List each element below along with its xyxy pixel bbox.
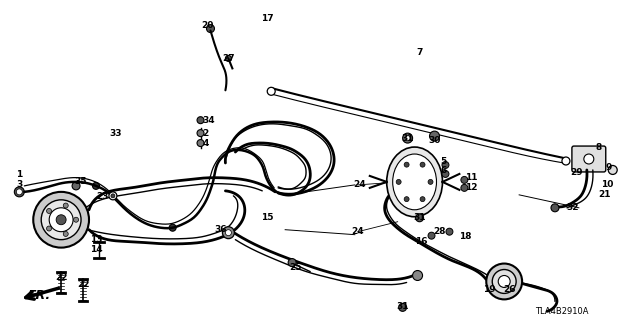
Ellipse shape <box>492 269 516 293</box>
Ellipse shape <box>551 204 559 212</box>
Text: 21: 21 <box>598 190 611 199</box>
Text: 25: 25 <box>289 263 301 272</box>
Ellipse shape <box>72 182 80 190</box>
Ellipse shape <box>608 165 617 174</box>
Ellipse shape <box>486 264 522 300</box>
Ellipse shape <box>197 117 204 124</box>
Ellipse shape <box>49 208 73 232</box>
Ellipse shape <box>268 87 275 95</box>
Text: 33: 33 <box>109 129 122 138</box>
Text: 12: 12 <box>465 183 477 192</box>
Ellipse shape <box>420 197 425 202</box>
Text: 36: 36 <box>214 225 227 234</box>
Text: 10: 10 <box>600 180 613 189</box>
Text: 3: 3 <box>16 180 22 189</box>
Text: 35: 35 <box>75 177 87 187</box>
Text: 26: 26 <box>503 285 515 294</box>
Text: 23: 23 <box>97 192 109 201</box>
Ellipse shape <box>223 227 234 239</box>
Ellipse shape <box>225 230 232 236</box>
Ellipse shape <box>404 197 409 202</box>
Ellipse shape <box>403 133 413 143</box>
Ellipse shape <box>41 200 81 240</box>
Ellipse shape <box>420 162 425 167</box>
Ellipse shape <box>225 55 232 61</box>
Ellipse shape <box>393 154 436 210</box>
Ellipse shape <box>33 192 89 248</box>
Text: 13: 13 <box>90 235 102 244</box>
Text: TLA4B2910A: TLA4B2910A <box>535 307 589 316</box>
Text: 22: 22 <box>77 280 90 289</box>
Text: 6: 6 <box>440 166 447 175</box>
Text: 5: 5 <box>440 157 447 166</box>
Text: 31: 31 <box>401 133 414 143</box>
Ellipse shape <box>197 130 204 137</box>
Text: 31: 31 <box>413 213 426 222</box>
Ellipse shape <box>428 232 435 239</box>
Text: 7: 7 <box>417 48 423 57</box>
Text: 19: 19 <box>483 285 495 294</box>
Ellipse shape <box>288 259 296 267</box>
Ellipse shape <box>396 180 401 184</box>
Ellipse shape <box>63 231 68 236</box>
Ellipse shape <box>207 25 214 33</box>
Text: 28: 28 <box>433 227 445 236</box>
Text: 9: 9 <box>605 164 612 172</box>
Ellipse shape <box>498 276 510 287</box>
Text: 1: 1 <box>16 171 22 180</box>
Text: 22: 22 <box>55 273 67 282</box>
Text: 2: 2 <box>202 129 209 138</box>
Text: 11: 11 <box>465 173 477 182</box>
Ellipse shape <box>387 147 442 217</box>
Ellipse shape <box>404 162 409 167</box>
Ellipse shape <box>442 171 449 177</box>
Ellipse shape <box>428 180 433 184</box>
Ellipse shape <box>442 162 449 168</box>
Ellipse shape <box>584 154 594 164</box>
Text: 29: 29 <box>571 168 583 178</box>
Ellipse shape <box>111 194 115 198</box>
Text: 30: 30 <box>428 136 441 145</box>
Text: FR.: FR. <box>28 289 51 302</box>
Ellipse shape <box>446 228 453 235</box>
Ellipse shape <box>63 203 68 208</box>
Ellipse shape <box>461 176 468 183</box>
Text: 20: 20 <box>202 21 214 30</box>
Text: 18: 18 <box>459 232 472 241</box>
Text: 8: 8 <box>596 142 602 152</box>
Ellipse shape <box>405 136 410 140</box>
Ellipse shape <box>74 217 79 222</box>
Ellipse shape <box>197 140 204 147</box>
Ellipse shape <box>429 131 440 141</box>
Ellipse shape <box>109 192 117 200</box>
Text: 15: 15 <box>261 213 273 222</box>
Text: 4: 4 <box>202 139 209 148</box>
Text: 27: 27 <box>222 54 235 63</box>
Ellipse shape <box>461 184 468 191</box>
Text: 14: 14 <box>90 245 102 254</box>
FancyBboxPatch shape <box>572 146 605 172</box>
Ellipse shape <box>413 270 422 280</box>
Text: 32: 32 <box>566 203 579 212</box>
Ellipse shape <box>47 208 52 213</box>
Text: 16: 16 <box>415 237 428 246</box>
Ellipse shape <box>56 215 66 225</box>
Ellipse shape <box>47 226 52 231</box>
Ellipse shape <box>93 182 99 189</box>
Ellipse shape <box>415 214 424 222</box>
Ellipse shape <box>14 187 24 197</box>
Ellipse shape <box>399 303 406 311</box>
Text: 17: 17 <box>261 14 273 23</box>
Text: 34: 34 <box>202 116 215 125</box>
Ellipse shape <box>562 157 570 165</box>
Ellipse shape <box>169 224 176 231</box>
Text: 24: 24 <box>353 180 366 189</box>
Text: 31: 31 <box>396 302 409 311</box>
Ellipse shape <box>17 189 22 195</box>
Text: 24: 24 <box>351 227 364 236</box>
